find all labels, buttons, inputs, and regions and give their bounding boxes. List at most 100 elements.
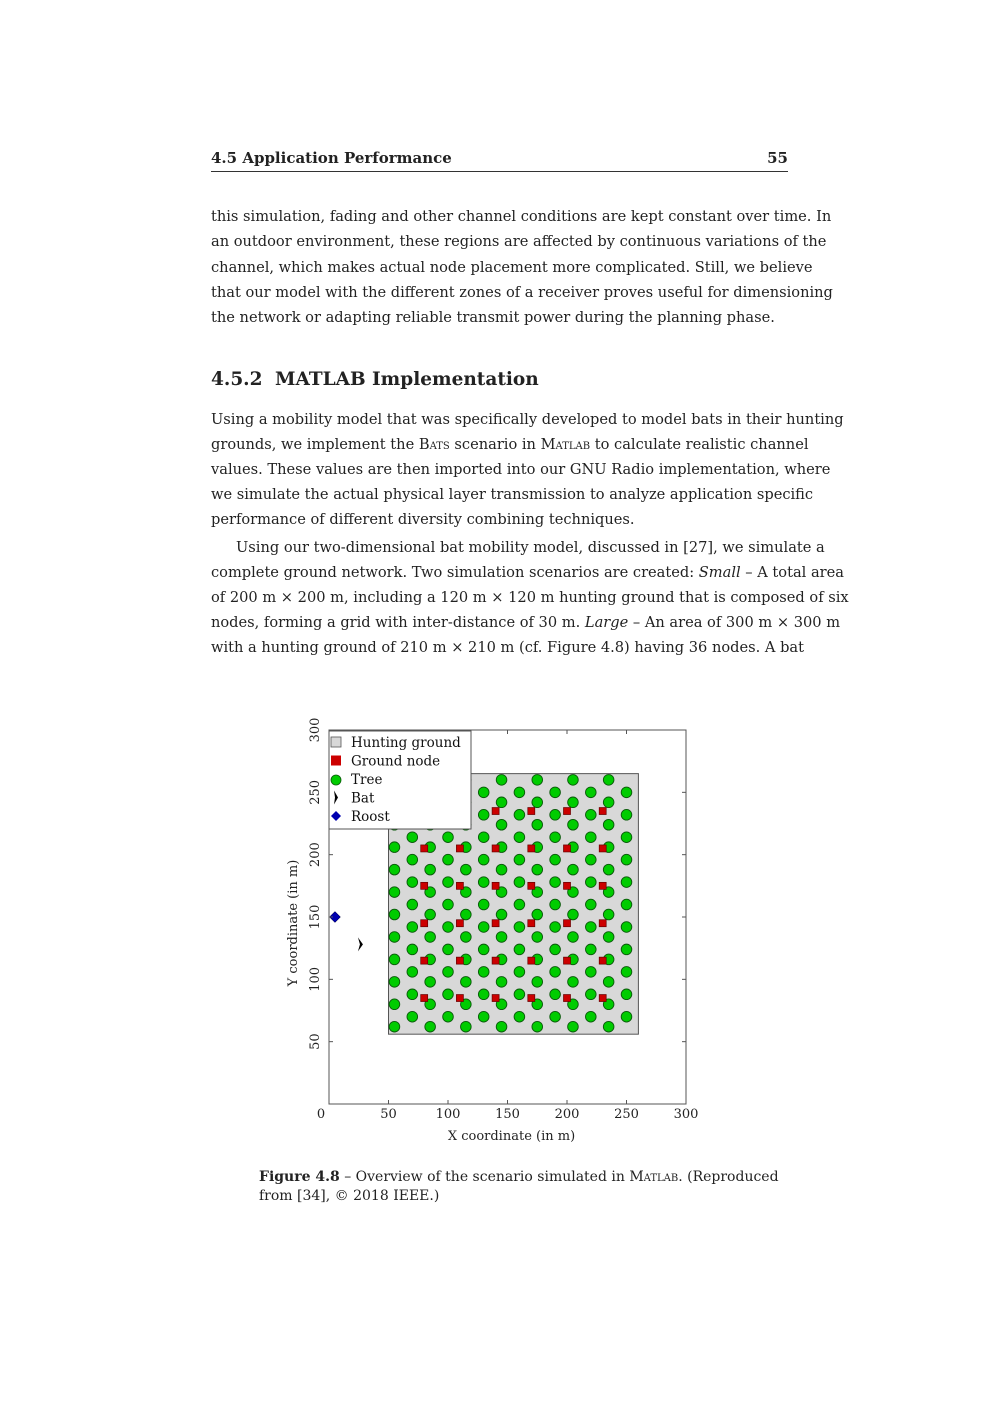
ground-node-point: [491, 919, 500, 928]
tree-point: [620, 988, 633, 1001]
tree-point: [460, 863, 472, 876]
tree-point: [477, 921, 490, 933]
tree-point: [549, 853, 561, 866]
text-line: an outdoor environment, these regions ar…: [211, 232, 826, 252]
tree-point: [585, 988, 597, 1001]
tree-point: [567, 931, 579, 943]
tree-point: [460, 908, 472, 921]
tree-point: [495, 976, 508, 988]
tree-point: [406, 831, 419, 843]
tree-point: [442, 1010, 454, 1023]
tree-point: [602, 796, 615, 809]
text-line: complete ground network. Two simulation …: [211, 563, 844, 583]
text-segment: Using a mobility model that was specific…: [211, 411, 844, 428]
ground-node-point: [491, 844, 500, 853]
tree-point: [477, 898, 490, 911]
tree-point: [585, 809, 597, 821]
tree-point: [406, 876, 419, 888]
ground-node-point: [420, 956, 429, 965]
text-segment: of 200 m × 200 m, including a 120 m × 12…: [211, 589, 849, 606]
y-tick-label: 150: [308, 905, 323, 930]
tree-point: [531, 931, 544, 943]
tree-point: [477, 876, 490, 888]
tree-point: [388, 908, 401, 921]
ground-node-point: [491, 994, 500, 1002]
tree-point: [513, 988, 526, 1001]
tree-point: [513, 786, 526, 799]
ground-node-point: [456, 844, 464, 853]
text-line: channel, which makes actual node placeme…: [211, 258, 813, 278]
legend: Hunting ground Ground node Tree Bat Roost: [328, 730, 472, 830]
tree-point: [602, 931, 615, 943]
text-segment: the network or adapting reliable transmi…: [211, 309, 775, 326]
tree-point: [620, 943, 633, 956]
x-axis-label: X coordinate (in m): [448, 1129, 575, 1144]
x-tick-label: 200: [555, 1107, 580, 1122]
tree-point: [513, 876, 526, 888]
roost-point: [329, 911, 341, 923]
tree-point: [567, 908, 579, 921]
tree-point: [620, 1010, 633, 1023]
tree-point: [477, 809, 490, 821]
x-tick-label: 300: [674, 1107, 699, 1122]
tree-point: [477, 831, 490, 843]
ground-node-point: [527, 881, 536, 890]
tree-point: [585, 876, 597, 888]
y-tick-label: 50: [308, 1033, 323, 1050]
text-segment: Bats: [418, 436, 450, 453]
tree-point: [495, 931, 508, 943]
tree-point: [567, 796, 579, 809]
tree-point: [531, 976, 544, 988]
ground-node-point: [563, 844, 571, 853]
legend-label: Bat: [351, 791, 375, 807]
tree-point: [585, 786, 597, 799]
ground-node-point: [456, 956, 464, 965]
tree-point: [585, 831, 597, 843]
tree-point: [388, 976, 401, 988]
tree-point: [549, 966, 561, 978]
legend-hunting-ground-icon: [330, 736, 342, 748]
tree-point: [477, 786, 490, 799]
tree-point: [442, 988, 454, 1001]
tree-point: [567, 774, 579, 786]
text-segment: Using our two-dimensional bat mobility m…: [236, 539, 825, 556]
text-segment: an outdoor environment, these regions ar…: [211, 233, 827, 250]
ground-node-point: [563, 994, 571, 1002]
tree-point: [442, 921, 454, 933]
tree-point: [620, 966, 633, 978]
ground-node-point: [527, 919, 536, 928]
text-segment: we simulate the actual physical layer tr…: [211, 486, 814, 503]
ground-node-point: [420, 881, 429, 890]
caption-text: – Overview of the scenario simulated in: [339, 1169, 630, 1185]
tree-point: [620, 853, 633, 866]
tree-point: [406, 966, 419, 978]
section-number: 4.5.2: [211, 369, 263, 390]
tree-point: [388, 998, 401, 1011]
tree-point: [585, 966, 597, 978]
tree-point: [388, 886, 401, 898]
ground-node-point: [598, 956, 607, 965]
bat-point: [357, 937, 363, 952]
ground-node-point: [456, 881, 464, 890]
tree-point: [602, 908, 615, 921]
ground-node-point: [420, 844, 429, 853]
tree-point: [549, 943, 561, 956]
ground-node-point: [527, 844, 536, 853]
caption-label: Figure 4.8: [259, 1169, 340, 1185]
ground-node-point: [456, 994, 464, 1002]
tree-point: [585, 943, 597, 956]
ground-node-point: [563, 881, 571, 890]
tree-point: [495, 863, 508, 876]
text-segment: channel, which makes actual node placeme…: [211, 259, 813, 276]
tree-point: [406, 1010, 419, 1023]
text-segment: to calculate realistic channel: [590, 436, 809, 453]
y-tick-label: 300: [308, 718, 323, 743]
legend-roost-icon: [331, 811, 341, 821]
tree-point: [549, 898, 561, 911]
tree-point: [406, 853, 419, 866]
tree-point: [460, 1020, 472, 1033]
header-rule: [211, 171, 788, 172]
tree-point: [388, 863, 401, 876]
ground-node-point: [563, 919, 571, 928]
ground-node-point: [527, 807, 536, 815]
